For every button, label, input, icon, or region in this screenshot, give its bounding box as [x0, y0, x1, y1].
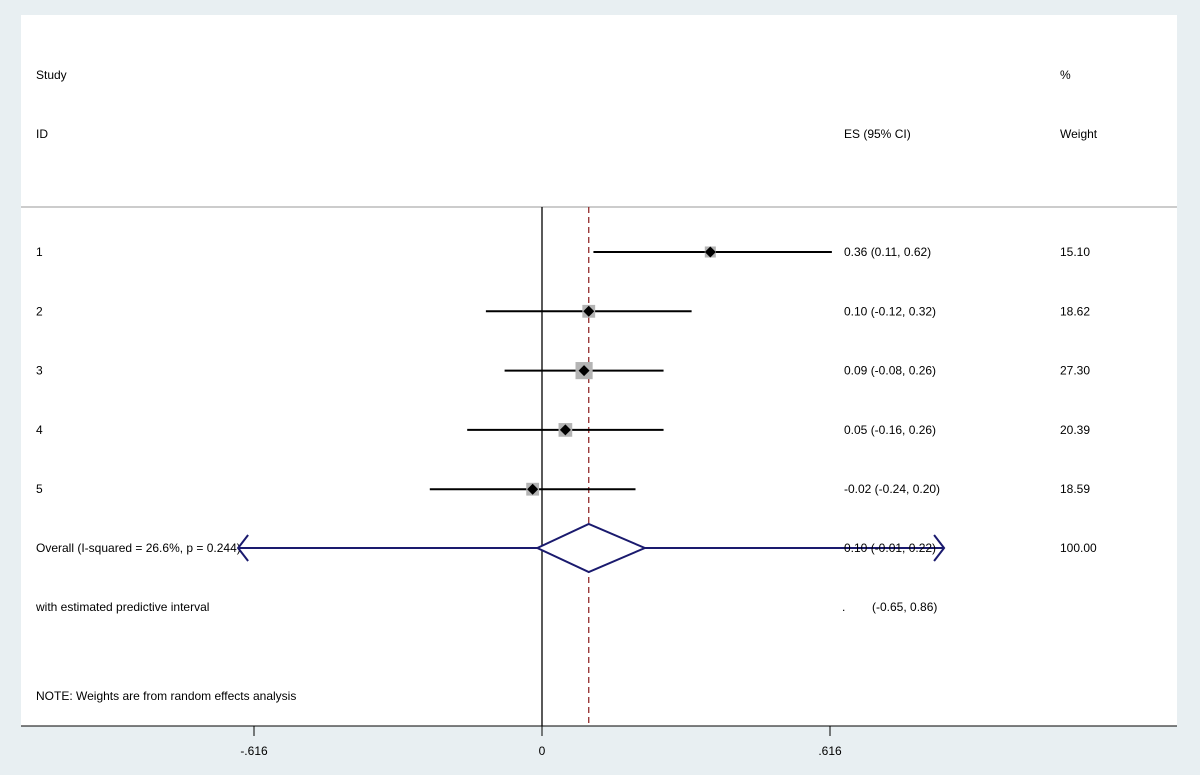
predictive-label: with estimated predictive interval	[35, 600, 209, 614]
es-ci-text: -0.02 (-0.24, 0.20)	[844, 482, 940, 496]
study-row: 5 -0.02 (-0.24, 0.20) 18.59	[36, 482, 1090, 496]
predictive-arrow-right	[933, 534, 946, 562]
predictive-text: (-0.65, 0.86)	[872, 600, 937, 614]
point-estimate	[527, 483, 539, 495]
overall-row: Overall (I-squared = 26.6%, p = 0.244) 0.…	[36, 522, 1097, 574]
header-es: ES (95% CI)	[844, 127, 911, 141]
study-id: 4	[36, 423, 43, 437]
weight-text: 15.10	[1060, 245, 1090, 259]
overall-diamond	[534, 522, 648, 574]
study-row: 4 0.05 (-0.16, 0.26) 20.39	[36, 423, 1090, 437]
x-tick-label: -.616	[240, 744, 268, 758]
weight-text: 27.30	[1060, 364, 1090, 378]
es-ci-text: 0.36 (0.11, 0.62)	[844, 245, 931, 259]
es-ci-text: 0.05 (-0.16, 0.26)	[844, 423, 936, 437]
point-estimate	[578, 365, 590, 377]
header-study: Study	[36, 68, 67, 82]
weight-text: 20.39	[1060, 423, 1090, 437]
study-row: 2 0.10 (-0.12, 0.32) 18.62	[36, 304, 1090, 318]
study-row: 1 0.36 (0.11, 0.62) 15.10	[36, 245, 1090, 259]
study-id: 1	[36, 245, 43, 259]
header-weight: Weight	[1060, 127, 1098, 141]
es-ci-text: 0.10 (-0.12, 0.32)	[844, 304, 936, 318]
study-id: 3	[36, 364, 43, 378]
overall-es-text: 0.10 (-0.01, 0.22)	[844, 541, 936, 555]
point-estimate	[583, 305, 595, 317]
predictive-dot: .	[842, 600, 845, 614]
weight-text: 18.62	[1060, 304, 1090, 318]
point-estimate	[559, 424, 571, 436]
note: NOTE: Weights are from random effects an…	[36, 689, 296, 703]
study-id: 5	[36, 482, 43, 496]
x-tick-label: 0	[539, 744, 546, 758]
header-percent: %	[1060, 68, 1071, 82]
point-estimate	[704, 246, 716, 258]
study-row: 3 0.09 (-0.08, 0.26) 27.30	[36, 362, 1090, 380]
weight-text: 18.59	[1060, 482, 1090, 496]
es-ci-text: 0.09 (-0.08, 0.26)	[844, 364, 936, 378]
header-id: ID	[36, 127, 48, 141]
overall-label: Overall (I-squared = 26.6%, p = 0.244)	[36, 541, 241, 555]
study-id: 2	[36, 304, 43, 318]
overall-weight-text: 100.00	[1060, 541, 1097, 555]
predictive-arrow-left	[236, 534, 249, 562]
x-tick-label: .616	[818, 744, 842, 758]
